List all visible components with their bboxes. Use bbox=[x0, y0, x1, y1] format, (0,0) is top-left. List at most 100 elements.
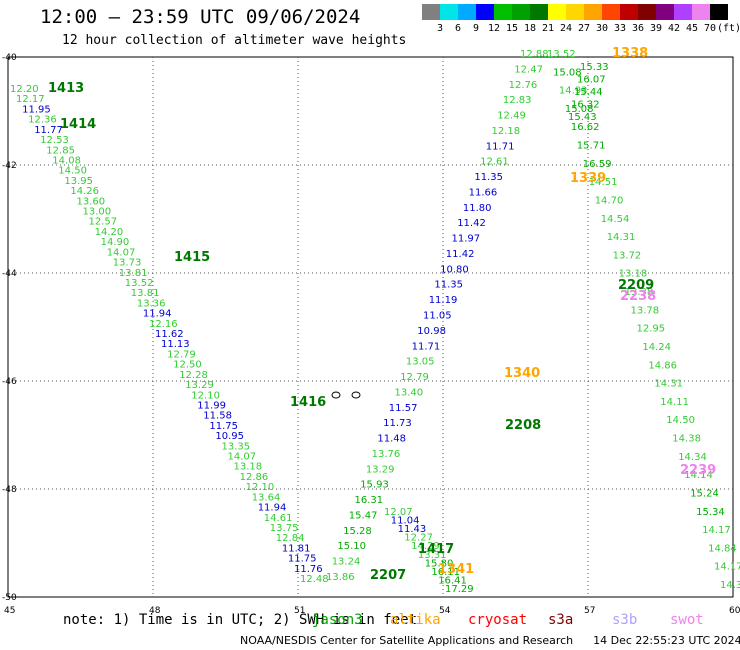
legend-item-altika: altika bbox=[390, 612, 441, 628]
wave-height-point: 17.29 bbox=[445, 584, 474, 595]
wave-height-point: 16.62 bbox=[571, 122, 600, 133]
wave-height-point: 13.31 bbox=[418, 550, 447, 561]
wave-height-point: 15.44 bbox=[574, 87, 603, 98]
lat-label: -40 bbox=[2, 53, 17, 63]
wave-height-point: 12.50 bbox=[173, 360, 202, 371]
wave-height-point: 11.99 bbox=[197, 401, 226, 412]
wave-height-point: 13.81 bbox=[131, 288, 160, 299]
wave-height-point: 14.29 bbox=[411, 541, 440, 552]
scale-label: 70 bbox=[703, 23, 717, 34]
wave-height-point: 12.16 bbox=[149, 319, 178, 330]
wave-height-point: 14.07 bbox=[228, 452, 257, 463]
wave-height-point: 14.34 bbox=[720, 580, 740, 591]
wave-height-point: 10.95 bbox=[215, 431, 244, 442]
note-text: note: 1) Time is in UTC; 2) SWH is in fe… bbox=[63, 612, 418, 628]
scale-label: 6 bbox=[454, 23, 462, 34]
wave-height-point: 14.84 bbox=[708, 543, 737, 554]
wave-height-point: 14.51 bbox=[589, 177, 618, 188]
scale-swatch bbox=[458, 4, 476, 20]
island-outline bbox=[331, 391, 341, 399]
wave-height-point: 11.62 bbox=[155, 329, 184, 340]
track-time-label: 2209 bbox=[618, 278, 654, 293]
wave-height-point: 11.97 bbox=[452, 234, 481, 245]
wave-height-point: 15.80 bbox=[425, 558, 454, 569]
wave-height-point: 11.42 bbox=[446, 249, 475, 260]
wave-height-point: 13.18 bbox=[619, 269, 648, 280]
wave-height-point: 13.35 bbox=[222, 441, 251, 452]
scale-label: 21 bbox=[541, 23, 555, 34]
wave-height-point: 16.11 bbox=[431, 567, 460, 578]
scale-swatch bbox=[710, 4, 728, 20]
wave-height-point: 15.47 bbox=[349, 511, 378, 522]
wave-height-point: 12.27 bbox=[404, 533, 433, 544]
wave-height-point: 12.76 bbox=[509, 80, 538, 91]
wave-height-point: 12.86 bbox=[240, 472, 269, 483]
track-time-label: 1414 bbox=[60, 117, 96, 132]
lon-label: 60 bbox=[729, 606, 740, 616]
lat-label: -44 bbox=[2, 269, 17, 279]
wave-height-point: 12.28 bbox=[179, 370, 208, 381]
wave-height-point: 11.75 bbox=[209, 421, 238, 432]
wave-height-point: 13.29 bbox=[185, 380, 214, 391]
scale-swatch bbox=[602, 4, 620, 20]
wave-height-point: 13.76 bbox=[372, 449, 401, 460]
wave-height-point: 13.29 bbox=[366, 464, 395, 475]
wave-height-point: 13.75 bbox=[270, 523, 299, 534]
scale-label: 18 bbox=[523, 23, 537, 34]
wave-height-point: 12.85 bbox=[46, 145, 75, 156]
wave-height-point: 14.11 bbox=[660, 397, 689, 408]
scale-swatch bbox=[620, 4, 638, 20]
wave-height-point: 14.08 bbox=[52, 156, 81, 167]
scale-swatch bbox=[530, 4, 548, 20]
track-time-label: 2239 bbox=[680, 463, 716, 478]
wave-height-point: 11.94 bbox=[258, 503, 287, 514]
wave-height-point: 11.95 bbox=[22, 104, 51, 115]
wave-height-point: 11.75 bbox=[288, 554, 317, 565]
scale-label: 12 bbox=[487, 23, 501, 34]
scale-label: 9 bbox=[472, 23, 480, 34]
wave-height-point: 12.36 bbox=[28, 115, 57, 126]
scale-swatch bbox=[692, 4, 710, 20]
legend-item-s3b: s3b bbox=[612, 612, 638, 628]
wave-height-point: 13.81 bbox=[119, 268, 148, 279]
wave-height-point: 13.73 bbox=[113, 258, 142, 269]
footer: NOAA/NESDIS Center for Satellite Applica… bbox=[240, 634, 740, 647]
wave-height-point: 14.50 bbox=[666, 415, 695, 426]
wave-height-point: 14.38 bbox=[672, 434, 701, 445]
wave-height-point: 14.07 bbox=[107, 247, 136, 258]
wave-height-point: 13.38 bbox=[625, 287, 654, 298]
wave-height-point: 16.07 bbox=[577, 75, 606, 86]
wave-height-point: 14.34 bbox=[678, 452, 707, 463]
wave-height-point: 11.43 bbox=[398, 524, 427, 535]
wave-height-point: 14.17 bbox=[714, 562, 740, 573]
wave-height-point: 11.05 bbox=[423, 311, 452, 322]
wave-height-point: 13.05 bbox=[406, 357, 435, 368]
lat-label: -46 bbox=[2, 377, 17, 387]
lat-label: -48 bbox=[2, 485, 17, 495]
lon-label: 54 bbox=[439, 606, 451, 616]
scale-swatch bbox=[638, 4, 656, 20]
wave-height-point: 13.40 bbox=[395, 387, 424, 398]
track-time-label: 1341 bbox=[438, 562, 474, 577]
wave-height-point: 13.86 bbox=[326, 572, 355, 583]
wave-height-point: 12.88 bbox=[520, 49, 549, 60]
wave-height-point: 11.57 bbox=[389, 403, 418, 414]
wave-height-point: 13.52 bbox=[547, 49, 576, 60]
wave-height-point: 15.10 bbox=[337, 541, 366, 552]
wave-height-point: 13.78 bbox=[631, 305, 660, 316]
wave-height-point: 12.20 bbox=[10, 84, 39, 95]
wave-height-point: 14.90 bbox=[101, 237, 130, 248]
scale-label: 3 bbox=[436, 23, 444, 34]
wave-height-point: 15.33 bbox=[580, 62, 609, 73]
wave-height-point: 14.31 bbox=[654, 379, 683, 390]
wave-height-point: 14.93 bbox=[559, 86, 588, 97]
wave-height-point: 14.70 bbox=[595, 196, 624, 207]
wave-height-point: 12.83 bbox=[503, 95, 532, 106]
wave-height-point: 12.84 bbox=[276, 533, 305, 544]
wave-height-point: 12.18 bbox=[492, 126, 521, 137]
wave-height-point: 12.53 bbox=[40, 135, 69, 146]
wave-height-point: 15.08 bbox=[553, 67, 582, 78]
wave-height-point: 16.32 bbox=[571, 100, 600, 111]
wave-height-point: 13.60 bbox=[77, 196, 106, 207]
wave-height-point: 13.24 bbox=[332, 557, 361, 568]
